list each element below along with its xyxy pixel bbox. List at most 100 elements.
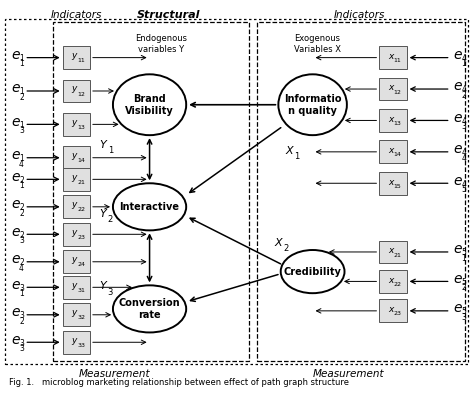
Text: $e$: $e$	[11, 115, 21, 128]
Text: 24: 24	[77, 262, 85, 268]
Text: 2: 2	[462, 283, 466, 292]
Text: $e$: $e$	[453, 301, 463, 315]
Text: 5: 5	[461, 278, 466, 287]
Text: 3: 3	[108, 288, 113, 297]
FancyBboxPatch shape	[63, 168, 90, 191]
Text: Fig. 1.   microblog marketing relationship between effect of path graph structur: Fig. 1. microblog marketing relationship…	[9, 378, 349, 387]
Text: $y$: $y$	[71, 84, 79, 95]
Text: 23: 23	[394, 312, 401, 316]
Text: $y$: $y$	[71, 118, 79, 129]
Text: $y$: $y$	[71, 228, 79, 239]
Text: 14: 14	[77, 158, 85, 164]
Text: $x$: $x$	[388, 305, 395, 314]
Text: 3: 3	[461, 122, 466, 131]
Text: 4: 4	[461, 117, 466, 126]
Text: 1: 1	[462, 254, 466, 263]
Text: $e$: $e$	[453, 79, 463, 93]
Text: 22: 22	[77, 208, 85, 212]
Text: $x$: $x$	[388, 276, 395, 285]
Text: 5: 5	[461, 185, 466, 194]
Text: $y$: $y$	[71, 255, 79, 266]
Text: 11: 11	[394, 58, 401, 63]
Text: $e$: $e$	[453, 173, 463, 188]
Text: $e$: $e$	[11, 333, 21, 346]
Text: 3: 3	[461, 313, 466, 322]
Text: Measurement: Measurement	[312, 369, 384, 379]
Text: 1: 1	[19, 154, 24, 163]
Text: 2: 2	[462, 91, 466, 100]
Text: $y$: $y$	[71, 308, 79, 319]
Text: 21: 21	[77, 180, 85, 185]
Text: $X$: $X$	[285, 144, 295, 156]
FancyBboxPatch shape	[63, 223, 90, 246]
Text: Endogenous
variables Y: Endogenous variables Y	[136, 34, 187, 54]
Text: $Y$: $Y$	[99, 138, 109, 150]
Text: 3: 3	[19, 284, 24, 293]
Text: 1: 1	[19, 87, 24, 96]
FancyBboxPatch shape	[63, 331, 90, 354]
Text: 2: 2	[19, 208, 24, 217]
Text: Credibility: Credibility	[283, 267, 342, 277]
Text: Informatio
n quality: Informatio n quality	[284, 94, 341, 115]
Text: 4: 4	[461, 54, 466, 63]
Text: $e$: $e$	[453, 142, 463, 156]
Text: 1: 1	[19, 121, 24, 130]
Text: 1: 1	[108, 146, 113, 155]
Text: 1: 1	[19, 289, 24, 298]
Text: 4: 4	[461, 154, 466, 163]
Text: $e$: $e$	[11, 169, 21, 184]
FancyBboxPatch shape	[379, 78, 407, 100]
Text: 32: 32	[77, 316, 85, 320]
Text: $e$: $e$	[11, 305, 21, 319]
Text: 2: 2	[19, 316, 24, 325]
Text: $x$: $x$	[388, 246, 395, 255]
FancyBboxPatch shape	[63, 80, 90, 102]
Text: 13: 13	[77, 125, 85, 130]
Text: 23: 23	[77, 235, 85, 240]
Text: $y$: $y$	[71, 281, 79, 292]
Text: 1: 1	[19, 59, 24, 69]
Ellipse shape	[281, 250, 345, 293]
Text: 2: 2	[108, 215, 113, 224]
FancyBboxPatch shape	[379, 299, 407, 322]
Text: 21: 21	[394, 253, 401, 258]
Text: 5: 5	[461, 248, 466, 257]
Text: $e$: $e$	[453, 111, 463, 125]
Text: 3: 3	[19, 236, 24, 245]
Text: $y$: $y$	[71, 336, 79, 347]
FancyBboxPatch shape	[379, 241, 407, 263]
Text: 3: 3	[19, 338, 24, 348]
Text: 15: 15	[394, 184, 401, 189]
FancyBboxPatch shape	[379, 270, 407, 293]
Text: $e$: $e$	[11, 197, 21, 211]
Text: Measurement: Measurement	[78, 369, 150, 379]
FancyBboxPatch shape	[379, 109, 407, 132]
Text: 2: 2	[19, 176, 24, 185]
Text: 3: 3	[19, 344, 24, 353]
Text: 3: 3	[19, 311, 24, 320]
Ellipse shape	[278, 74, 347, 135]
Text: 2: 2	[19, 258, 24, 267]
Text: $y$: $y$	[71, 51, 79, 62]
Text: $x$: $x$	[388, 52, 395, 61]
Text: $e$: $e$	[11, 277, 21, 292]
Text: $e$: $e$	[11, 225, 21, 238]
Text: $e$: $e$	[453, 272, 463, 286]
Ellipse shape	[113, 74, 186, 135]
Text: $Y$: $Y$	[99, 279, 109, 291]
Text: $x$: $x$	[388, 84, 395, 92]
Text: Indicators: Indicators	[51, 10, 102, 20]
Text: $Y$: $Y$	[99, 207, 109, 219]
Ellipse shape	[113, 183, 186, 230]
Text: $X$: $X$	[274, 236, 285, 248]
Text: 31: 31	[77, 288, 85, 293]
FancyBboxPatch shape	[379, 141, 407, 163]
Text: 13: 13	[394, 121, 401, 126]
Text: Brand
Visibility: Brand Visibility	[125, 94, 174, 115]
Text: 1: 1	[462, 59, 466, 69]
Text: $x$: $x$	[388, 146, 395, 155]
Text: 1: 1	[19, 54, 24, 63]
Ellipse shape	[113, 285, 186, 333]
Text: 22: 22	[394, 282, 401, 287]
Text: 2: 2	[19, 203, 24, 212]
